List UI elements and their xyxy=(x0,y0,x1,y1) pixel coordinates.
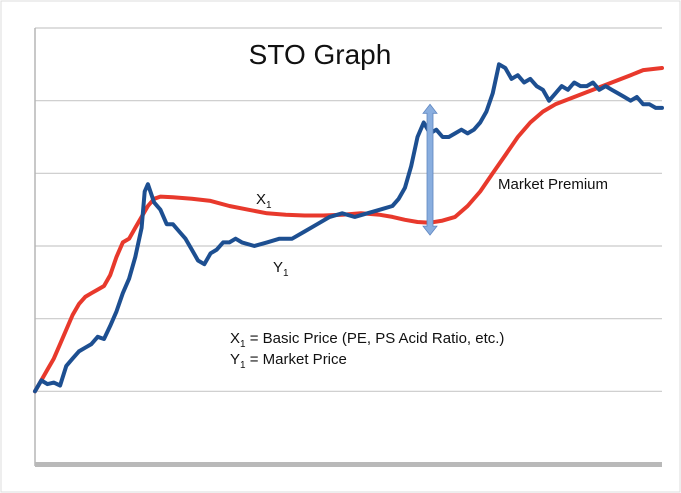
market-premium-label: Market Premium xyxy=(498,176,608,193)
y1-label-sub: 1 xyxy=(283,268,289,279)
legend-x1-main: X xyxy=(230,330,240,347)
y1-label-main: Y xyxy=(273,259,283,276)
x1-series-label: X1 xyxy=(256,191,272,211)
legend-line-x1: X1 = Basic Price (PE, PS Acid Ratio, etc… xyxy=(230,330,504,350)
legend-line-y1: Y1 = Market Price xyxy=(230,351,347,371)
series-group xyxy=(33,62,664,394)
series-line-x1 xyxy=(33,66,664,394)
arrow-shape xyxy=(422,103,438,236)
x-axis-line xyxy=(35,462,662,467)
y1-series-label: Y1 xyxy=(273,259,289,279)
legend-y1-sub: 1 xyxy=(240,360,246,371)
legend-x1-sub: 1 xyxy=(240,339,246,350)
x1-label-sub: 1 xyxy=(266,200,272,211)
market-premium-arrow xyxy=(422,103,438,236)
legend-x1-rest: = Basic Price (PE, PS Acid Ratio, etc.) xyxy=(246,330,505,347)
chart-title: STO Graph xyxy=(249,39,392,70)
legend-y1-rest: = Market Price xyxy=(246,351,347,368)
legend-y1-main: Y xyxy=(230,351,240,368)
series-line-y1 xyxy=(33,62,664,394)
x1-label-main: X xyxy=(256,191,266,208)
